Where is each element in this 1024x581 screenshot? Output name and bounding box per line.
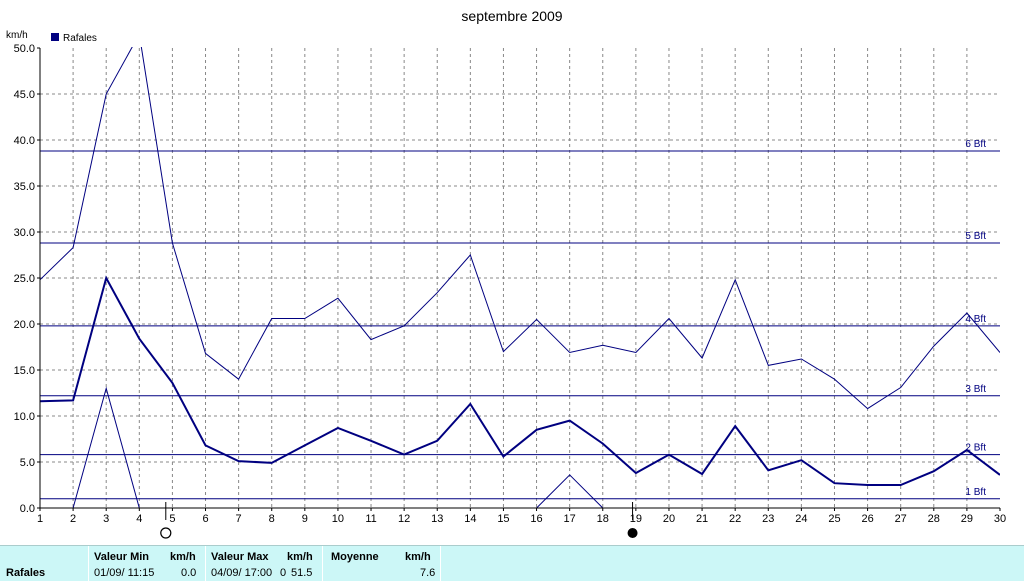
series-line-mean — [40, 275, 1000, 486]
beaufort-label: 1 Bft — [965, 487, 986, 498]
x-tick-label: 5 — [169, 513, 175, 525]
max-cell: Valeur Max km/h 04/09/ 17:00 0 51.5 — [205, 546, 323, 581]
x-tick-label: 15 — [497, 513, 509, 525]
max-header: Valeur Max — [211, 551, 269, 563]
footer-row-label: Rafales — [6, 567, 46, 579]
legend-label: Rafales — [63, 33, 97, 44]
y-tick-label: 30.0 — [14, 227, 35, 239]
max-unit: km/h — [287, 551, 313, 563]
x-tick-label: 27 — [895, 513, 907, 525]
x-tick-label: 29 — [961, 513, 973, 525]
x-tick-label: 10 — [332, 513, 344, 525]
x-tick-label: 7 — [236, 513, 242, 525]
x-tick-label: 17 — [564, 513, 576, 525]
series-line-min — [72, 386, 140, 508]
x-tick-label: 8 — [269, 513, 275, 525]
x-tick-label: 22 — [729, 513, 741, 525]
max-overlap: 0 — [280, 567, 287, 579]
x-tick-label: 28 — [928, 513, 940, 525]
mean-value: 7.6 — [420, 567, 436, 579]
y-tick-label: 35.0 — [14, 181, 35, 193]
x-tick-label: 26 — [861, 513, 873, 525]
x-tick-label: 18 — [597, 513, 609, 525]
x-tick-label: 20 — [663, 513, 675, 525]
y-tick-label: 20.0 — [14, 319, 35, 331]
y-axis-label: km/h — [6, 30, 28, 41]
new-moon-icon — [627, 528, 638, 538]
x-tick-label: 13 — [431, 513, 443, 525]
x-tick-label: 11 — [365, 513, 376, 525]
x-tick-label: 6 — [202, 513, 208, 525]
mean-cell: Moyenne km/h 7.6 — [322, 546, 441, 581]
y-tick-label: 15.0 — [14, 365, 35, 377]
mean-header: Moyenne — [331, 551, 379, 563]
x-tick-label: 4 — [136, 513, 142, 525]
x-tick-label: 24 — [795, 513, 807, 525]
mean-unit: km/h — [405, 551, 431, 563]
y-tick-label: 5.0 — [20, 457, 35, 469]
y-tick-label: 40.0 — [14, 135, 35, 147]
x-tick-label: 3 — [103, 513, 109, 525]
max-datetime: 04/09/ 17:00 — [211, 567, 273, 579]
footer-empty — [440, 546, 1024, 581]
x-tick-label: 19 — [630, 513, 642, 525]
beaufort-label: 3 Bft — [965, 384, 986, 395]
x-tick-label: 12 — [398, 513, 410, 525]
x-tick-label: 16 — [530, 513, 542, 525]
x-tick-label: 9 — [302, 513, 308, 525]
x-tick-label: 1 — [37, 513, 43, 525]
y-tick-label: 45.0 — [14, 89, 35, 101]
full-moon-icon — [160, 527, 172, 539]
x-tick-label: 21 — [696, 513, 708, 525]
max-value: 51.5 — [291, 567, 313, 579]
series-line-max — [40, 47, 1000, 410]
y-tick-label: 10.0 — [14, 411, 35, 423]
min-header: Valeur Min — [94, 551, 150, 563]
beaufort-label: 4 Bft — [965, 314, 986, 325]
chart-title: septembre 2009 — [461, 8, 562, 24]
y-tick-label: 25.0 — [14, 273, 35, 285]
legend-swatch — [51, 33, 59, 41]
x-tick-label: 25 — [828, 513, 840, 525]
chart: septembre 2009 km/h Rafales 0.0 5.0 10.0 15.0 2… — [6, 8, 1006, 539]
min-unit: km/h — [170, 551, 196, 563]
stats-footer: Rafales Valeur Min km/h 01/09/ 11:15 0.0… — [0, 545, 1024, 581]
y-tick-label: 0.0 — [20, 503, 35, 515]
x-tick-label: 14 — [464, 513, 476, 525]
x-tick-label: 30 — [994, 513, 1006, 525]
x-tick-label: 2 — [70, 513, 76, 525]
series-line-min — [536, 474, 604, 508]
x-tick-label: 23 — [762, 513, 774, 525]
beaufort-label: 5 Bft — [965, 231, 986, 242]
beaufort-label: 2 Bft — [965, 443, 986, 454]
min-cell: Valeur Min km/h 01/09/ 11:15 0.0 — [88, 546, 206, 581]
min-value: 0.0 — [181, 567, 197, 579]
min-datetime: 01/09/ 11:15 — [94, 567, 155, 579]
beaufort-label: 6 Bft — [965, 139, 986, 150]
y-tick-label: 50.0 — [14, 43, 35, 55]
